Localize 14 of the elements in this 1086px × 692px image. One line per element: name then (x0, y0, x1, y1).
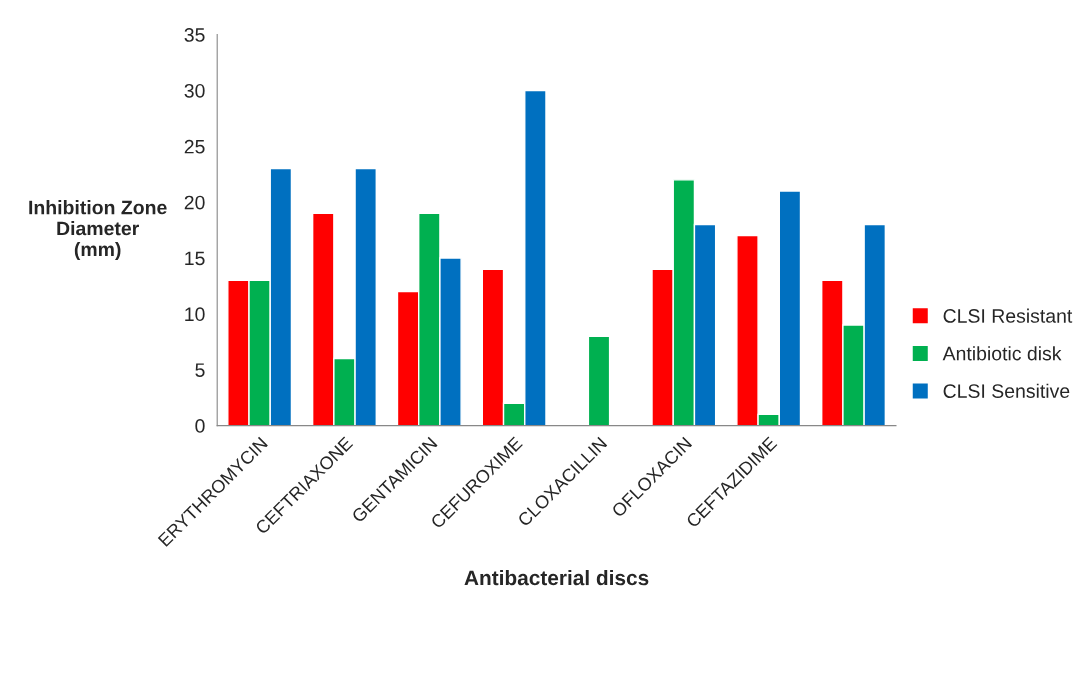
y-tick-label: 35 (184, 28, 205, 42)
legend-label: CLSI Resistant (943, 308, 1073, 323)
legend-label: CLSI Sensitive (943, 383, 1070, 398)
y-tick-label: 20 (184, 195, 205, 210)
x-axis-title: Antibacterial discs (464, 569, 649, 586)
y-tick-label: 30 (184, 83, 205, 98)
legend-label: Antibiotic disk (942, 346, 1062, 361)
y-tick-label: 0 (195, 419, 205, 433)
y-tick-label: 10 (185, 307, 205, 322)
y-axis-title: Inhibition Zone Diameter (mm) (29, 200, 167, 261)
bar (587, 335, 611, 426)
y-tick-label: 15 (185, 251, 205, 266)
y-tick-label: 5 (195, 363, 205, 377)
y-tick-label: 25 (184, 139, 205, 154)
